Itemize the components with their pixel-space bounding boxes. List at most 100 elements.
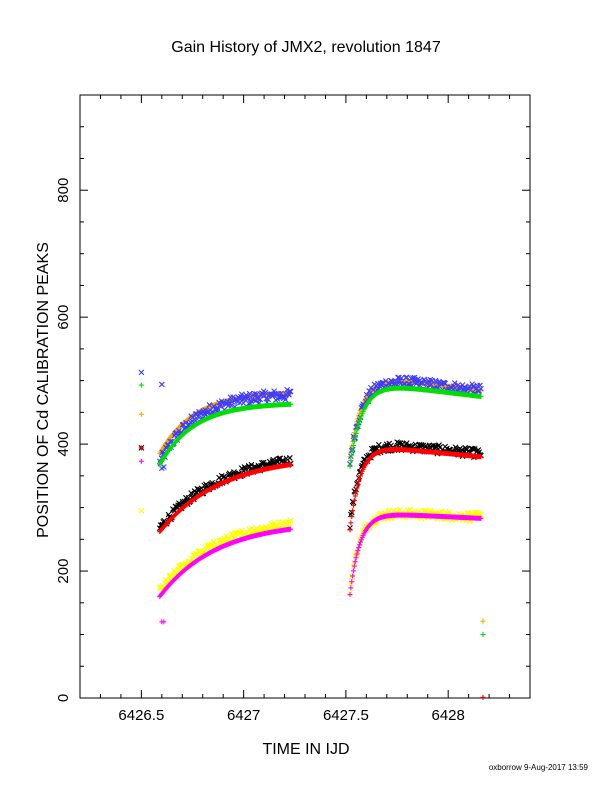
- data-point: [197, 410, 203, 416]
- data-point: [357, 418, 363, 424]
- data-point: [287, 517, 294, 524]
- data-point: [351, 563, 357, 569]
- data-point: [478, 515, 484, 521]
- data-point: [248, 461, 255, 468]
- data-point: [347, 463, 353, 469]
- data-point: [138, 382, 144, 388]
- data-point: [348, 585, 354, 591]
- data-point: [350, 443, 356, 449]
- data-point: [403, 374, 410, 381]
- x-tick-label: 6427: [227, 707, 260, 724]
- data-point: [423, 507, 429, 514]
- data-point: [138, 458, 144, 464]
- data-point: [352, 559, 358, 565]
- data-point: [354, 551, 360, 557]
- data-point: [349, 579, 355, 585]
- data-point: [138, 507, 145, 514]
- data-point: [348, 458, 354, 464]
- data-point: [161, 619, 167, 625]
- data-point: [401, 380, 407, 387]
- data-point: [470, 446, 476, 452]
- data-point: [242, 465, 249, 471]
- data-marks: [138, 369, 486, 700]
- footer-stamp: oxborrow 9-Aug-2017 13:59: [489, 763, 589, 772]
- data-point: [380, 379, 387, 386]
- axis-ticks: [79, 94, 531, 699]
- data-point: [350, 508, 356, 514]
- data-point: [353, 489, 359, 495]
- data-point: [464, 510, 470, 516]
- data-point: [396, 506, 403, 513]
- data-point: [478, 394, 484, 400]
- data-point: [418, 442, 425, 448]
- data-point: [471, 383, 477, 390]
- data-point: [480, 618, 486, 624]
- data-point: [358, 413, 364, 419]
- data-point: [286, 455, 293, 461]
- data-point: [240, 400, 247, 407]
- data-point: [478, 454, 484, 460]
- data-point: [288, 401, 294, 407]
- data-point: [351, 559, 358, 566]
- data-point: [357, 473, 363, 479]
- data-point: [251, 397, 257, 404]
- data-point: [351, 438, 357, 444]
- data-point: [353, 430, 359, 436]
- data-point: [158, 381, 165, 388]
- data-point: [352, 434, 358, 440]
- data-point: [282, 396, 289, 403]
- data-point: [347, 581, 354, 587]
- data-point: [386, 507, 393, 514]
- x-axis-label: TIME IN IJD: [262, 741, 349, 758]
- tick-labels: 6426.5 6427 6427.5 6428 0 200 400 600 800: [55, 178, 465, 724]
- data-point: [356, 545, 362, 551]
- data-point: [138, 369, 145, 376]
- x-tick-label: 6428: [431, 707, 464, 724]
- y-tick-label: 0: [55, 694, 72, 702]
- data-point: [287, 388, 294, 395]
- data-point: [354, 485, 360, 491]
- data-point: [395, 440, 402, 446]
- data-point: [206, 402, 213, 408]
- data-point: [356, 421, 362, 427]
- chart-title: Gain History of JMX2, revolution 1847: [171, 39, 441, 56]
- data-point: [288, 462, 294, 468]
- data-point: [350, 568, 356, 574]
- data-point: [347, 592, 353, 598]
- data-point: [245, 393, 251, 400]
- data-point: [471, 446, 478, 452]
- data-point: [355, 548, 361, 554]
- data-point: [353, 555, 359, 561]
- data-point: [215, 406, 222, 413]
- data-point: [478, 385, 484, 392]
- y-tick-label: 800: [55, 178, 72, 203]
- x-tick-label: 6426.5: [118, 707, 164, 724]
- data-point: [358, 470, 364, 476]
- data-point: [349, 514, 355, 520]
- data-point: [348, 520, 354, 526]
- data-point: [347, 453, 354, 460]
- data-point: [357, 415, 363, 421]
- y-axis-label: POSITION OF Cd CALIBRATION PEAKS: [35, 242, 52, 538]
- data-point: [437, 444, 443, 451]
- data-point: [188, 490, 195, 496]
- data-point: [350, 573, 356, 579]
- data-point: [347, 527, 353, 533]
- data-point: [350, 502, 356, 508]
- data-point: [480, 632, 486, 638]
- data-point: [349, 452, 355, 458]
- data-point: [138, 445, 144, 451]
- data-point: [352, 493, 358, 499]
- data-point: [480, 694, 486, 700]
- data-point: [351, 497, 357, 503]
- data-point: [355, 482, 361, 488]
- data-point: [357, 476, 363, 482]
- data-point: [138, 411, 144, 417]
- y-tick-label: 400: [55, 432, 72, 457]
- y-tick-label: 200: [55, 559, 72, 584]
- data-point: [246, 390, 253, 397]
- data-point: [451, 380, 458, 386]
- x-tick-label: 6427.5: [323, 707, 369, 724]
- data-point: [438, 508, 445, 515]
- y-tick-label: 600: [55, 305, 72, 330]
